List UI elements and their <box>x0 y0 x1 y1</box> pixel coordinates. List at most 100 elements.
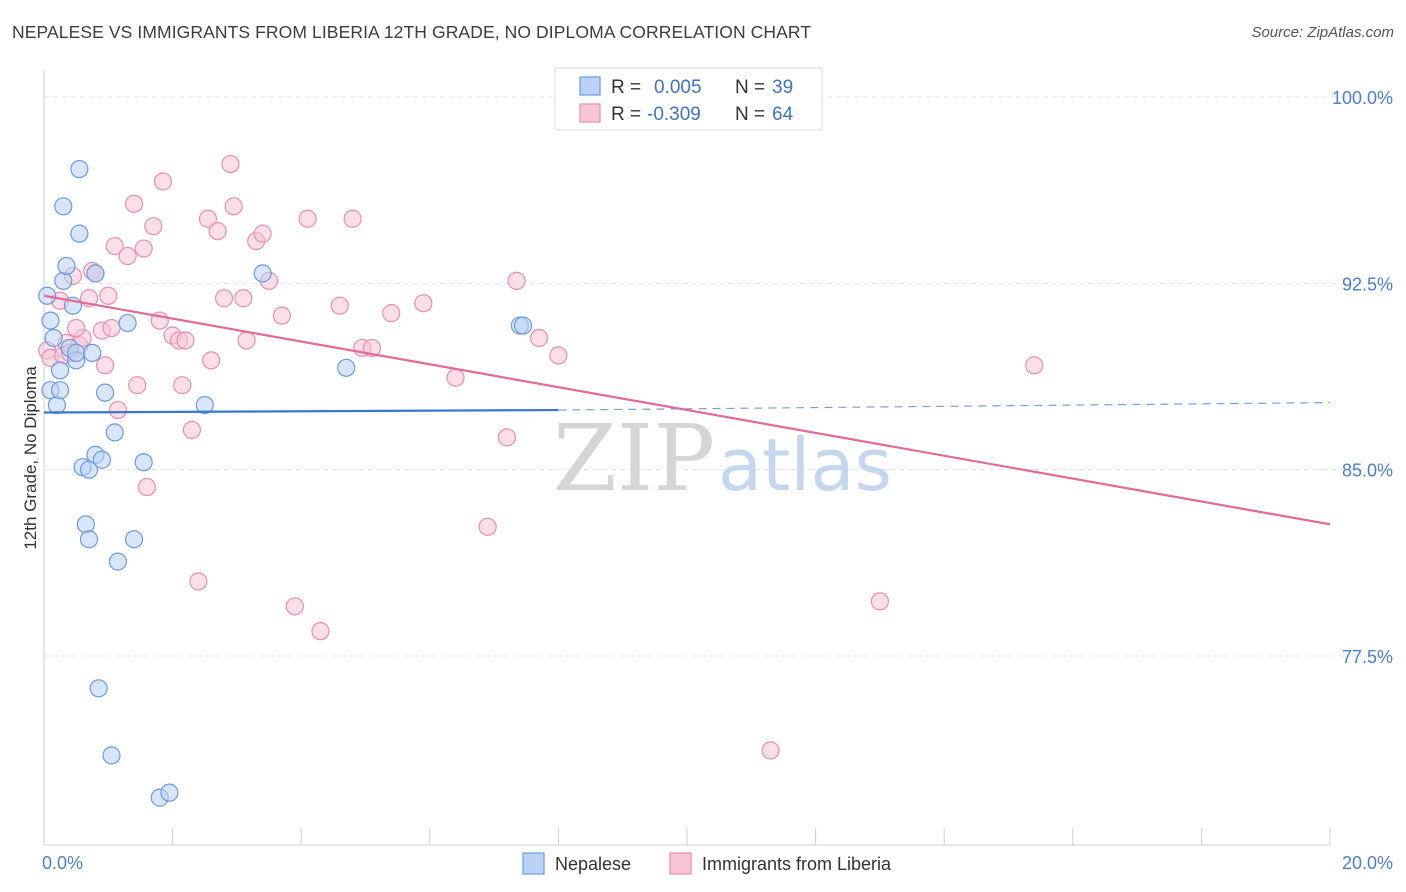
nepalese-point-35 <box>253 264 272 283</box>
nepalese-point-22 <box>86 264 105 283</box>
x-tick-labels: 0.0% 20.0% <box>42 853 1393 873</box>
liberia-point-23 <box>144 217 163 236</box>
liberia-point-62 <box>1025 356 1044 375</box>
nepalese-point-3 <box>44 328 63 348</box>
watermark-atlas: atlas <box>718 423 892 507</box>
bottom-legend: Nepalese Immigrants from Liberia <box>522 852 892 875</box>
liberia-point-48 <box>343 209 362 228</box>
y-axis-label: 12th Grade, No Diploma <box>21 366 40 550</box>
nepalese-point-31 <box>134 453 153 472</box>
trendline-liberia <box>43 294 1331 526</box>
nepalese-point-34 <box>195 395 214 415</box>
nepalese-point-13 <box>67 343 86 362</box>
liberia-point-45 <box>298 209 317 228</box>
legend-n-value-nepalese: 39 <box>772 77 793 98</box>
nepalese-point-25 <box>95 383 115 402</box>
nepalese-point-20 <box>83 343 102 362</box>
legend-r-label-nepalese: R = <box>611 77 641 98</box>
nepalese-point-24 <box>92 450 111 469</box>
liberia-point-47 <box>330 296 349 315</box>
legend-n-label-nepalese: N = <box>735 77 765 98</box>
legend-r-value-nepalese: 0.005 <box>654 77 702 98</box>
nepalese-point-6 <box>50 361 70 380</box>
liberia-point-19 <box>124 194 144 213</box>
nepalese-point-5 <box>50 381 70 400</box>
nepalese-point-27 <box>105 423 124 442</box>
liberia-point-51 <box>382 304 401 323</box>
liberia-point-15 <box>102 318 121 338</box>
liberia-point-55 <box>497 428 517 447</box>
liberia-point-53 <box>446 368 465 387</box>
y-tick-label-2: 85.0% <box>1342 461 1393 481</box>
nepalese-point-23 <box>89 679 108 698</box>
nepalese-point-33 <box>160 783 179 802</box>
watermark-zip: ZIP <box>553 405 715 512</box>
liberia-point-60 <box>761 741 780 760</box>
y-tick-labels: 100.0% 92.5% 85.0% 77.5% <box>1332 88 1393 667</box>
liberia-point-34 <box>208 222 227 241</box>
legend-swatch-liberia <box>579 103 601 123</box>
liberia-point-38 <box>234 289 253 308</box>
liberia-point-46 <box>311 622 330 641</box>
nepalese-point-29 <box>118 313 137 333</box>
legend-n-label-liberia: N = <box>735 104 765 125</box>
x-tick-label-1: 20.0% <box>1342 853 1393 873</box>
liberia-point-41 <box>253 224 272 243</box>
x-tick-label-0: 0.0% <box>42 853 83 873</box>
liberia-point-31 <box>189 572 208 591</box>
legend-r-value-liberia: -0.309 <box>647 104 701 125</box>
liberia-point-35 <box>214 289 234 308</box>
liberia-point-25 <box>153 172 173 191</box>
liberia-point-33 <box>202 351 221 370</box>
nepalese-point-7 <box>54 197 73 216</box>
liberia-point-29 <box>176 331 195 350</box>
nepalese-point-15 <box>70 159 89 179</box>
nepalese-point-30 <box>124 530 144 549</box>
liberia-point-13 <box>95 356 115 375</box>
liberia-point-16 <box>105 236 124 256</box>
liberia-point-63 <box>67 318 86 338</box>
trendlines <box>43 294 1331 526</box>
liberia-point-57 <box>530 328 549 348</box>
liberia-point-44 <box>285 597 304 616</box>
top-legend: R = 0.005 N = 39 R = -0.309 N = 64 <box>554 67 823 131</box>
liberia-point-37 <box>224 197 243 216</box>
nepalese-point-8 <box>54 271 73 290</box>
nepalese-point-4 <box>47 395 66 415</box>
trendline-nepalese-dashed <box>558 401 1331 411</box>
nepalese-point-17 <box>76 515 95 534</box>
legend-r-label-liberia: R = <box>611 104 641 125</box>
series-liberia-points <box>38 87 1044 760</box>
liberia-point-20 <box>128 376 147 395</box>
liberia-point-61 <box>870 592 890 611</box>
bottom-legend-label-nepalese: Nepalese <box>555 854 631 874</box>
liberia-point-52 <box>414 294 433 313</box>
liberia-point-17 <box>108 400 128 420</box>
axes <box>43 70 1331 846</box>
liberia-point-39 <box>237 331 256 350</box>
bottom-legend-swatch-liberia <box>669 852 692 875</box>
gridlines <box>44 96 1393 657</box>
liberia-point-22 <box>137 477 156 497</box>
nepalese-point-38 <box>513 316 533 335</box>
liberia-point-32 <box>198 209 218 228</box>
nepalese-point-26 <box>102 746 121 765</box>
liberia-point-43 <box>272 306 292 325</box>
liberia-point-18 <box>118 246 137 266</box>
liberia-point-14 <box>99 286 118 305</box>
liberia-point-56 <box>507 271 526 290</box>
liberia-point-30 <box>182 420 201 440</box>
nepalese-point-19 <box>79 530 99 549</box>
watermark: ZIP atlas <box>553 405 892 512</box>
bottom-legend-label-liberia: Immigrants from Liberia <box>702 854 892 874</box>
liberia-point-21 <box>134 239 153 258</box>
legend-n-value-liberia: 64 <box>772 104 794 125</box>
chart-source: Source: ZipAtlas.com <box>1251 24 1394 41</box>
nepalese-point-36 <box>337 358 356 377</box>
y-tick-label-1: 92.5% <box>1342 274 1393 294</box>
chart-title: NEPALESE VS IMMIGRANTS FROM LIBERIA 12TH… <box>12 22 812 42</box>
nepalese-point-28 <box>108 552 128 571</box>
liberia-point-28 <box>173 376 192 395</box>
nepalese-point-9 <box>57 256 76 276</box>
